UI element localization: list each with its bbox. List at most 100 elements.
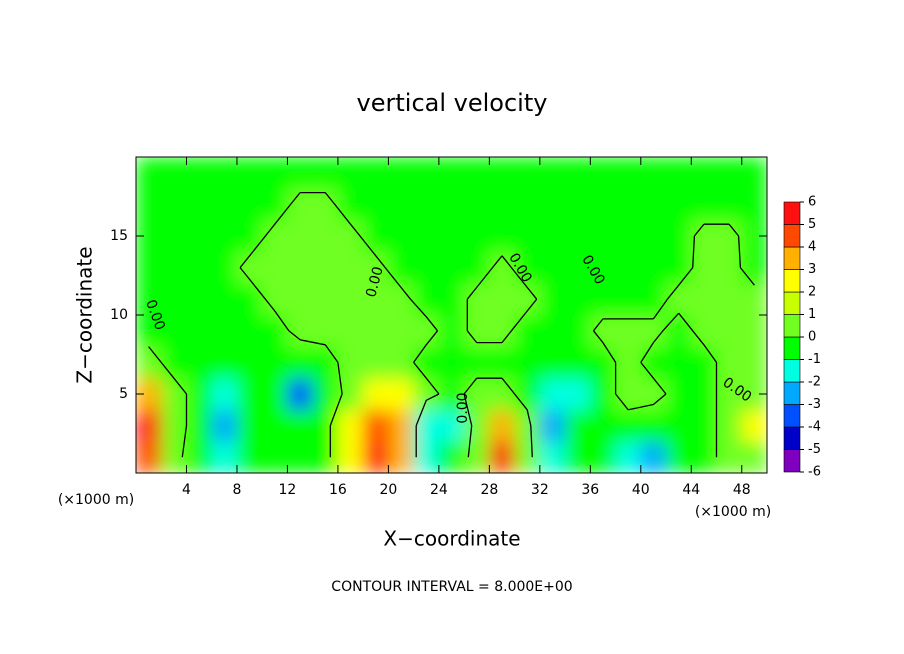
cell — [287, 283, 314, 316]
cell — [413, 315, 440, 348]
cell — [539, 283, 566, 316]
cell — [186, 220, 213, 253]
cell — [186, 188, 213, 221]
cell — [514, 315, 541, 348]
cell — [186, 157, 213, 190]
cell — [262, 315, 288, 348]
colorbar-label: 5 — [808, 217, 816, 232]
colorbar-label: -2 — [808, 375, 821, 390]
cell — [337, 157, 364, 190]
cell — [691, 409, 718, 442]
cell — [388, 378, 415, 411]
cell — [691, 188, 718, 221]
cell — [489, 346, 516, 379]
x-tick-label: 24 — [430, 482, 448, 498]
cell — [388, 157, 415, 190]
cell — [136, 283, 162, 316]
colorbar-swatch — [783, 314, 801, 338]
cell — [438, 157, 465, 190]
cell — [388, 188, 415, 221]
cell — [438, 283, 465, 316]
cell — [565, 441, 591, 473]
cell — [565, 315, 591, 348]
colorbar-swatch — [783, 449, 801, 473]
cell — [161, 346, 187, 379]
cell — [539, 315, 566, 348]
cell — [716, 157, 743, 190]
cell — [489, 220, 516, 253]
cell — [236, 283, 263, 316]
x-tick-label: 28 — [480, 482, 498, 498]
cell — [413, 409, 440, 442]
cell — [211, 346, 238, 379]
cell — [666, 378, 692, 411]
cell — [640, 441, 667, 473]
cell — [615, 251, 642, 284]
cell — [691, 378, 718, 411]
cell — [464, 378, 490, 411]
cell — [337, 283, 364, 316]
cell — [413, 346, 440, 379]
cell — [413, 220, 440, 253]
cell — [262, 346, 288, 379]
colorbar-label: 4 — [808, 240, 816, 255]
colorbar-swatch — [783, 381, 801, 405]
cell — [565, 251, 591, 284]
cell — [337, 346, 364, 379]
cell — [186, 346, 213, 379]
cell — [615, 441, 642, 473]
cell — [615, 409, 642, 442]
colorbar-label: 6 — [808, 195, 816, 210]
cell — [615, 157, 642, 190]
cell — [186, 378, 213, 411]
cell — [312, 315, 339, 348]
cell — [236, 378, 263, 411]
cell — [136, 441, 162, 473]
cell — [666, 346, 692, 379]
cell — [590, 188, 617, 221]
cell — [640, 251, 667, 284]
cell — [287, 441, 314, 473]
cell — [565, 283, 591, 316]
cell — [161, 157, 187, 190]
cell — [741, 283, 767, 316]
cell — [691, 346, 718, 379]
y-unit: (×1000 m) — [58, 492, 134, 508]
x-tick-label: 20 — [379, 482, 397, 498]
cell — [691, 315, 718, 348]
cell — [236, 315, 263, 348]
cell — [539, 220, 566, 253]
x-tick-label: 44 — [682, 482, 700, 498]
chart-title: vertical velocity — [357, 89, 548, 117]
cell — [312, 251, 339, 284]
colorbar-label: -1 — [808, 352, 821, 367]
colorbar-swatch — [783, 201, 801, 225]
cell — [514, 188, 541, 221]
cell — [388, 346, 415, 379]
x-axis-title: X−coordinate — [383, 527, 520, 551]
cell — [615, 378, 642, 411]
cell — [312, 441, 339, 473]
cell — [716, 283, 743, 316]
footer: CONTOUR INTERVAL = 8.000E+00 — [331, 579, 572, 595]
cell — [565, 188, 591, 221]
cell — [262, 220, 288, 253]
cell — [312, 188, 339, 221]
cell — [590, 378, 617, 411]
cell — [161, 409, 187, 442]
colorbar-label: -3 — [808, 397, 821, 412]
cell — [741, 188, 767, 221]
cell — [514, 441, 541, 473]
cell — [186, 409, 213, 442]
cell — [489, 378, 516, 411]
cell — [539, 441, 566, 473]
cell — [161, 283, 187, 316]
colorbar-swatch — [783, 224, 801, 248]
cell — [287, 251, 314, 284]
contour-label: 0.00 — [363, 265, 387, 299]
cell — [489, 188, 516, 221]
cell — [136, 315, 162, 348]
x-tick-label: 8 — [232, 482, 241, 498]
cell — [312, 220, 339, 253]
cell — [363, 441, 389, 473]
